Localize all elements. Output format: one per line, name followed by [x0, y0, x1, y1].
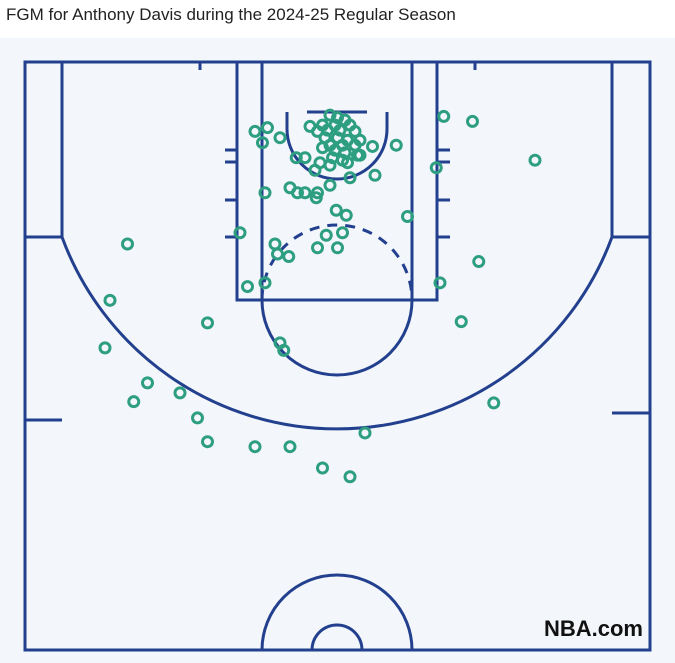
- shot-marker: [121, 237, 134, 251]
- shot-marker: [472, 255, 486, 269]
- shot-marker: [366, 139, 379, 153]
- shot-marker: [248, 440, 262, 454]
- shot-marker: [282, 250, 296, 264]
- shot-marker: [201, 435, 214, 449]
- shot-marker: [298, 186, 312, 200]
- shot-marker: [433, 276, 447, 290]
- shot-marker: [487, 396, 501, 410]
- shot-marker: [191, 411, 204, 425]
- shot-marker: [201, 316, 214, 330]
- shot-marker: [103, 293, 117, 307]
- shot-marker: [258, 276, 272, 290]
- shot-marker: [323, 158, 337, 172]
- shot-marker: [358, 426, 372, 440]
- shot-marker: [98, 341, 112, 355]
- shot-marker: [277, 343, 291, 357]
- shot-marker: [454, 315, 468, 329]
- watermark: NBA.com: [544, 616, 643, 641]
- shot-marker: [319, 228, 333, 242]
- shot-marker: [291, 186, 304, 200]
- shot-marker: [343, 470, 357, 484]
- shot-marker: [303, 119, 317, 133]
- shot-marker: [336, 226, 349, 240]
- shot-marker: [429, 161, 443, 175]
- shot-marker: [437, 109, 451, 123]
- shot-marker: [241, 280, 254, 294]
- shot-marker: [127, 395, 141, 409]
- shot-marker: [389, 138, 403, 152]
- shot-marker: [316, 461, 329, 475]
- shot-marker: [401, 210, 414, 224]
- shot-marker: [256, 136, 269, 150]
- shot-marker: [298, 151, 312, 165]
- shot-marker: [329, 203, 343, 217]
- chart-title: FGM for Anthony Davis during the 2024-25…: [6, 5, 456, 24]
- shot-marker: [141, 376, 154, 390]
- shot-marker: [333, 123, 347, 137]
- shot-marker: [339, 208, 353, 222]
- shot-marker: [261, 121, 274, 135]
- shot-marker: [466, 114, 479, 128]
- shot-marker: [353, 148, 367, 162]
- shot-marker: [323, 178, 337, 192]
- shot-marker: [321, 123, 334, 137]
- shot-marker: [308, 163, 322, 177]
- shot-marker: [283, 440, 297, 454]
- shot-marker: [273, 131, 287, 145]
- shot-marker: [309, 191, 323, 205]
- shot-marker: [343, 171, 357, 185]
- shot-marker: [331, 241, 344, 255]
- shot-marker: [311, 241, 324, 255]
- shot-marker: [316, 141, 329, 155]
- shot-marker: [258, 186, 272, 200]
- shot-marker: [248, 124, 262, 138]
- shot-marker: [323, 108, 337, 122]
- shot-marker: [341, 156, 354, 170]
- shot-marker: [528, 153, 542, 167]
- shot-marker: [368, 168, 382, 182]
- shot-marker: [173, 386, 187, 400]
- court: [23, 60, 652, 652]
- shot-marker: [331, 111, 344, 125]
- shot-marker: [271, 247, 284, 261]
- shot-marker: [233, 226, 247, 240]
